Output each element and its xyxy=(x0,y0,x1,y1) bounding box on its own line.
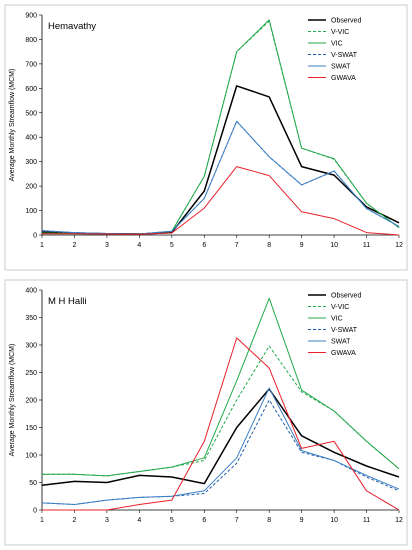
legend-label: GWAVA xyxy=(331,350,356,357)
series-line-swat xyxy=(41,387,400,505)
legend-label: V-SWAT xyxy=(331,327,358,334)
x-tick-label: 2 xyxy=(73,242,77,249)
y-tick-label: 350 xyxy=(25,315,37,322)
x-tick-label: 6 xyxy=(202,242,206,249)
y-tick-label: 800 xyxy=(25,37,37,44)
y-axis-label: Average Monthly Streamflow (MCM) xyxy=(9,69,16,182)
x-tick-label: 1 xyxy=(40,242,44,249)
panel-frame xyxy=(4,4,408,271)
x-tick-label: 12 xyxy=(395,242,403,249)
y-axis-label: Average Monthly Streamflow (MCM) xyxy=(9,344,16,457)
x-tick-label: 10 xyxy=(330,242,338,249)
x-tick-label: 4 xyxy=(137,242,141,249)
y-tick-label: 400 xyxy=(25,288,37,295)
y-tick-label: 150 xyxy=(25,425,37,432)
y-tick-label: 500 xyxy=(25,110,37,117)
x-tick-label: 4 xyxy=(137,517,141,524)
x-tick-label: 7 xyxy=(235,242,239,249)
x-tick-label: 5 xyxy=(170,517,174,524)
chart-title: Hemavathy xyxy=(48,21,96,32)
x-tick-label: 9 xyxy=(300,242,304,249)
legend-label: SWAT xyxy=(331,339,351,346)
y-tick-label: 0 xyxy=(33,508,37,515)
legend-label: GWAVA xyxy=(331,75,356,82)
legend-label: SWAT xyxy=(331,64,351,71)
x-tick-label: 8 xyxy=(267,517,271,524)
y-tick-label: 100 xyxy=(25,208,37,215)
x-tick-label: 3 xyxy=(105,517,109,524)
x-tick-label: 6 xyxy=(202,517,206,524)
x-tick-label: 2 xyxy=(73,517,77,524)
series-line-observed xyxy=(41,388,400,487)
series-line-gwava xyxy=(42,337,400,511)
legend-label: V-VIC xyxy=(331,304,349,311)
x-tick-label: 11 xyxy=(363,517,370,524)
x-tick-label: 8 xyxy=(267,242,271,249)
y-tick-label: 700 xyxy=(25,61,37,68)
legend-label: V-VIC xyxy=(331,29,349,36)
y-tick-label: 300 xyxy=(25,159,37,166)
y-tick-label: 100 xyxy=(25,453,37,460)
x-tick-label: 5 xyxy=(170,242,174,249)
y-tick-label: 250 xyxy=(25,370,37,377)
series-line-vic xyxy=(42,297,400,477)
y-tick-label: 50 xyxy=(29,480,37,487)
legend-label: VIC xyxy=(331,41,343,48)
series-line-gwava xyxy=(42,166,400,236)
x-tick-label: 12 xyxy=(395,517,403,524)
series-line-swat xyxy=(41,120,400,235)
y-tick-label: 200 xyxy=(25,398,37,405)
x-tick-label: 7 xyxy=(235,517,239,524)
legend: Observed V-VIC VIC V-SWAT SWAT GWAVA xyxy=(308,18,361,82)
legend: Observed V-VIC VIC V-SWAT SWAT GWAVA xyxy=(308,293,361,357)
x-tick-label: 9 xyxy=(300,517,304,524)
x-tick-label: 10 xyxy=(330,517,338,524)
series-line-v-swat xyxy=(41,399,400,505)
y-tick-label: 400 xyxy=(25,135,37,142)
x-tick-label: 3 xyxy=(105,242,109,249)
y-tick-label: 300 xyxy=(25,343,37,350)
legend-label: Observed xyxy=(331,18,361,25)
panel-frame xyxy=(4,279,408,546)
x-tick-label: 11 xyxy=(363,242,370,249)
y-tick-label: 900 xyxy=(25,13,37,20)
x-tick-label: 1 xyxy=(40,517,44,524)
legend-label: VIC xyxy=(331,316,343,323)
y-tick-label: 0 xyxy=(33,233,37,240)
chart-title: M H Halli xyxy=(48,296,87,307)
y-tick-label: 200 xyxy=(25,184,37,191)
legend-label: Observed xyxy=(331,293,361,300)
y-tick-label: 600 xyxy=(25,86,37,93)
legend-label: V-SWAT xyxy=(331,52,358,59)
